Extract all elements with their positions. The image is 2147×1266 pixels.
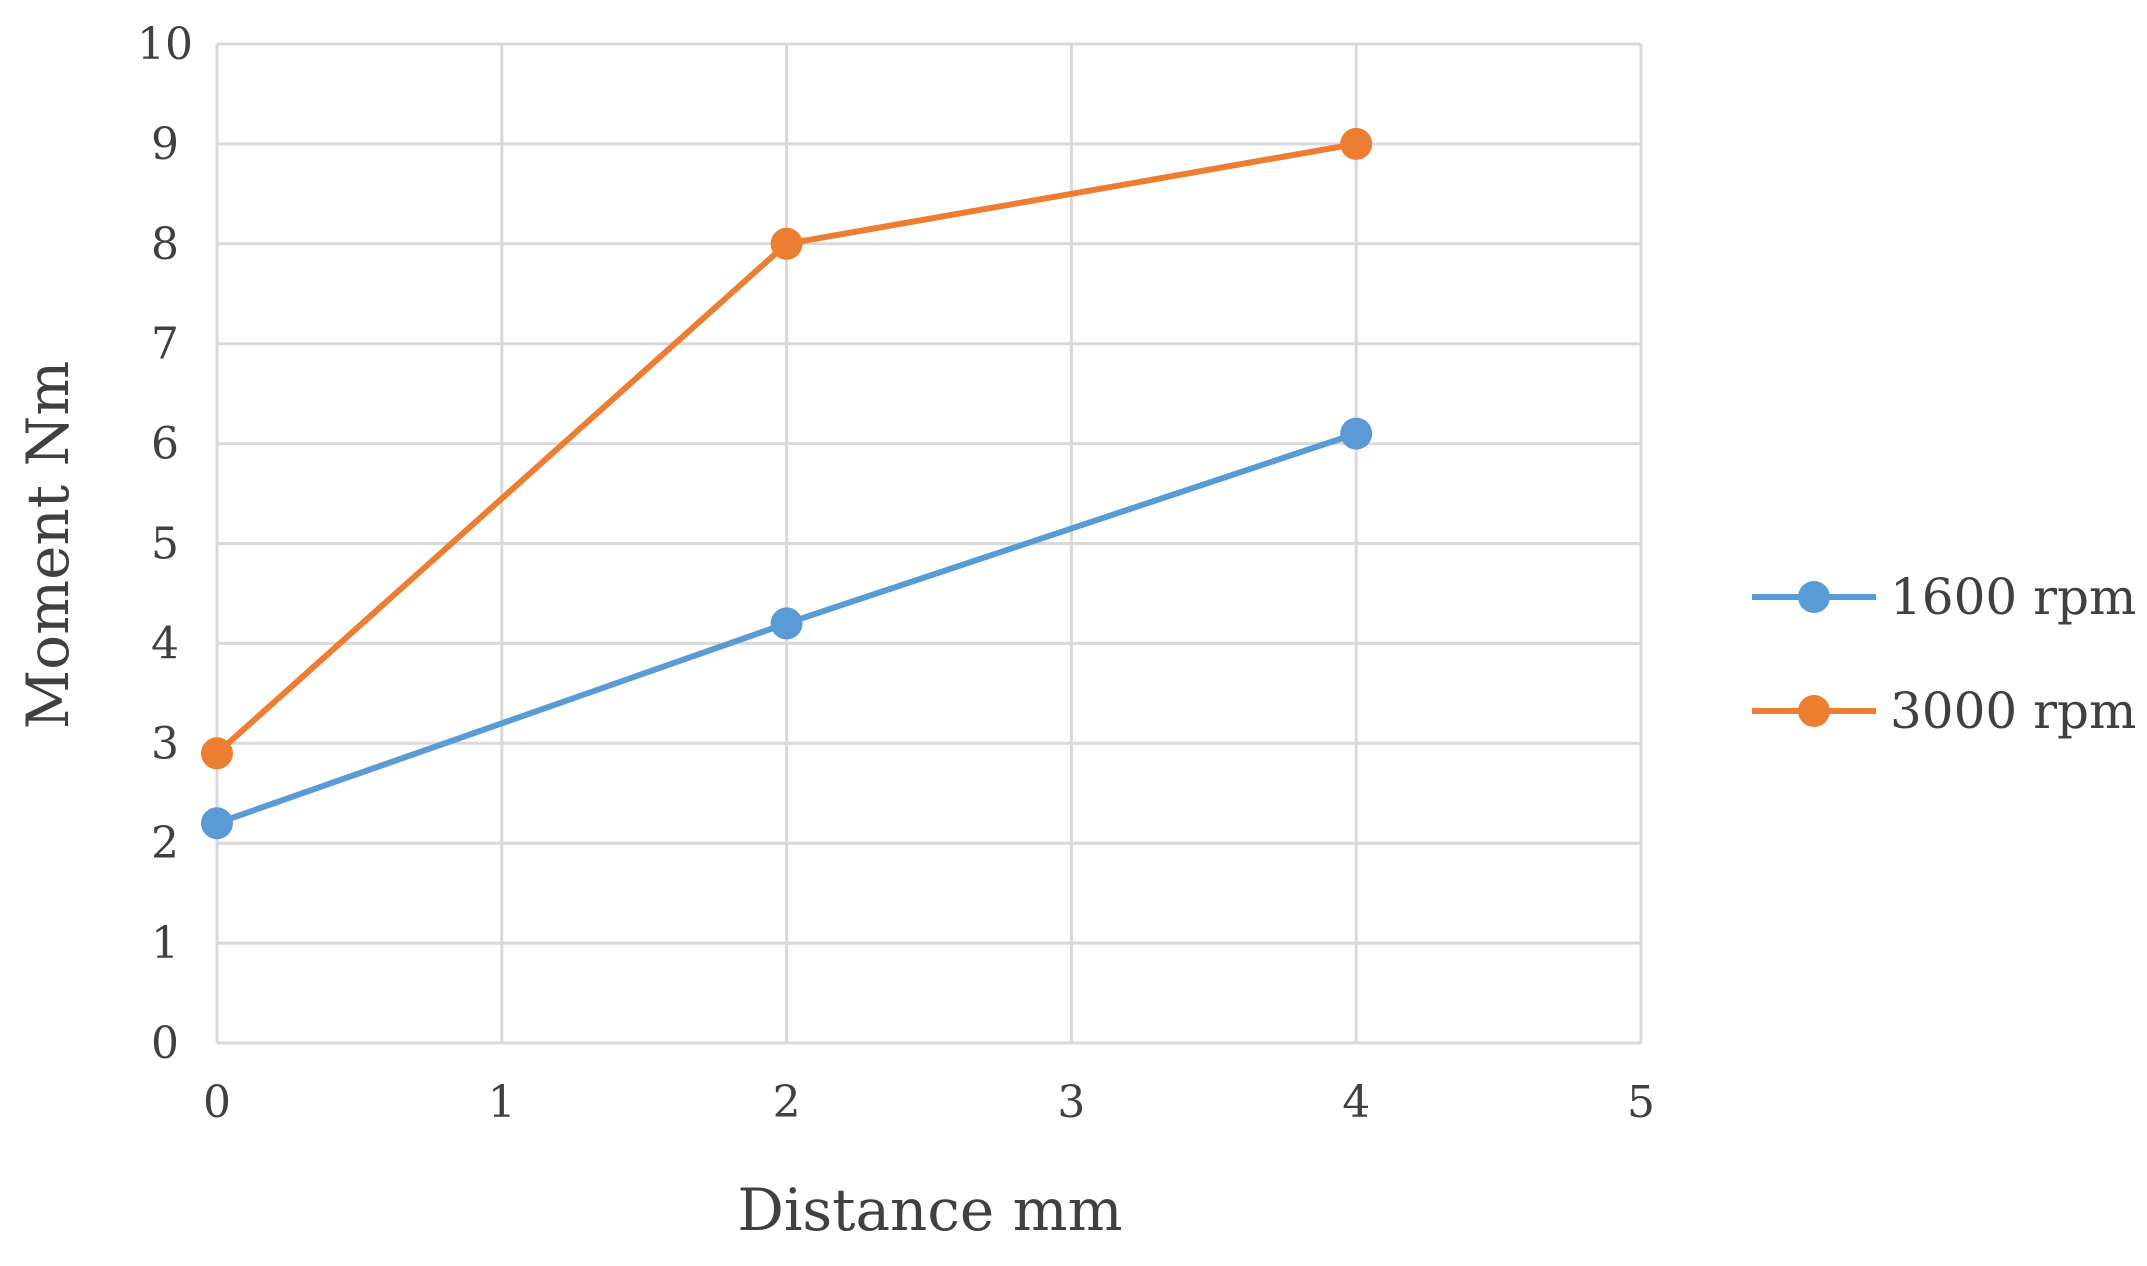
series-2 [201, 127, 1373, 770]
legend-marker [1798, 581, 1830, 613]
legend-label: 1600 rpm [1890, 568, 2136, 626]
y-axis-title: Moment Nm [14, 361, 82, 729]
data-point [1340, 127, 1373, 160]
data-point [1340, 417, 1373, 450]
grid [215, 42, 1643, 1045]
legend-entry: 1600 rpm [1752, 568, 2136, 626]
data-point [201, 807, 233, 840]
y-tick-label: 5 [151, 519, 179, 570]
legend-entry: 3000 rpm [1752, 682, 2136, 740]
y-axis-ticks: 0 1 2 3 4 5 6 7 8 9 10 [137, 19, 193, 1069]
data-point [770, 227, 803, 260]
y-tick-label: 8 [151, 219, 179, 270]
x-tick-label: 0 [203, 1077, 231, 1128]
x-tick-label: 3 [1057, 1077, 1085, 1128]
y-tick-label: 3 [151, 718, 179, 769]
data-point [201, 737, 233, 770]
x-axis-ticks: 0 1 2 3 4 5 [203, 1077, 1655, 1128]
y-tick-label: 0 [151, 1018, 179, 1069]
y-tick-label: 7 [151, 319, 179, 370]
data-point [770, 607, 803, 640]
series-1 [201, 417, 1373, 840]
y-tick-label: 6 [151, 419, 179, 470]
x-tick-label: 4 [1342, 1077, 1370, 1128]
x-axis-title: Distance mm [737, 1176, 1122, 1244]
x-tick-label: 1 [488, 1077, 516, 1128]
y-tick-label: 10 [137, 19, 193, 70]
y-tick-label: 4 [151, 618, 179, 669]
legend-marker [1798, 695, 1830, 727]
y-tick-label: 9 [151, 119, 179, 170]
x-tick-label: 5 [1627, 1077, 1655, 1128]
y-tick-label: 1 [151, 918, 179, 969]
series-group [201, 127, 1373, 840]
x-tick-label: 2 [773, 1077, 801, 1128]
legend-label: 3000 rpm [1890, 682, 2136, 740]
legend: 1600 rpm 3000 rpm [1752, 568, 2136, 740]
y-tick-label: 2 [151, 818, 179, 869]
